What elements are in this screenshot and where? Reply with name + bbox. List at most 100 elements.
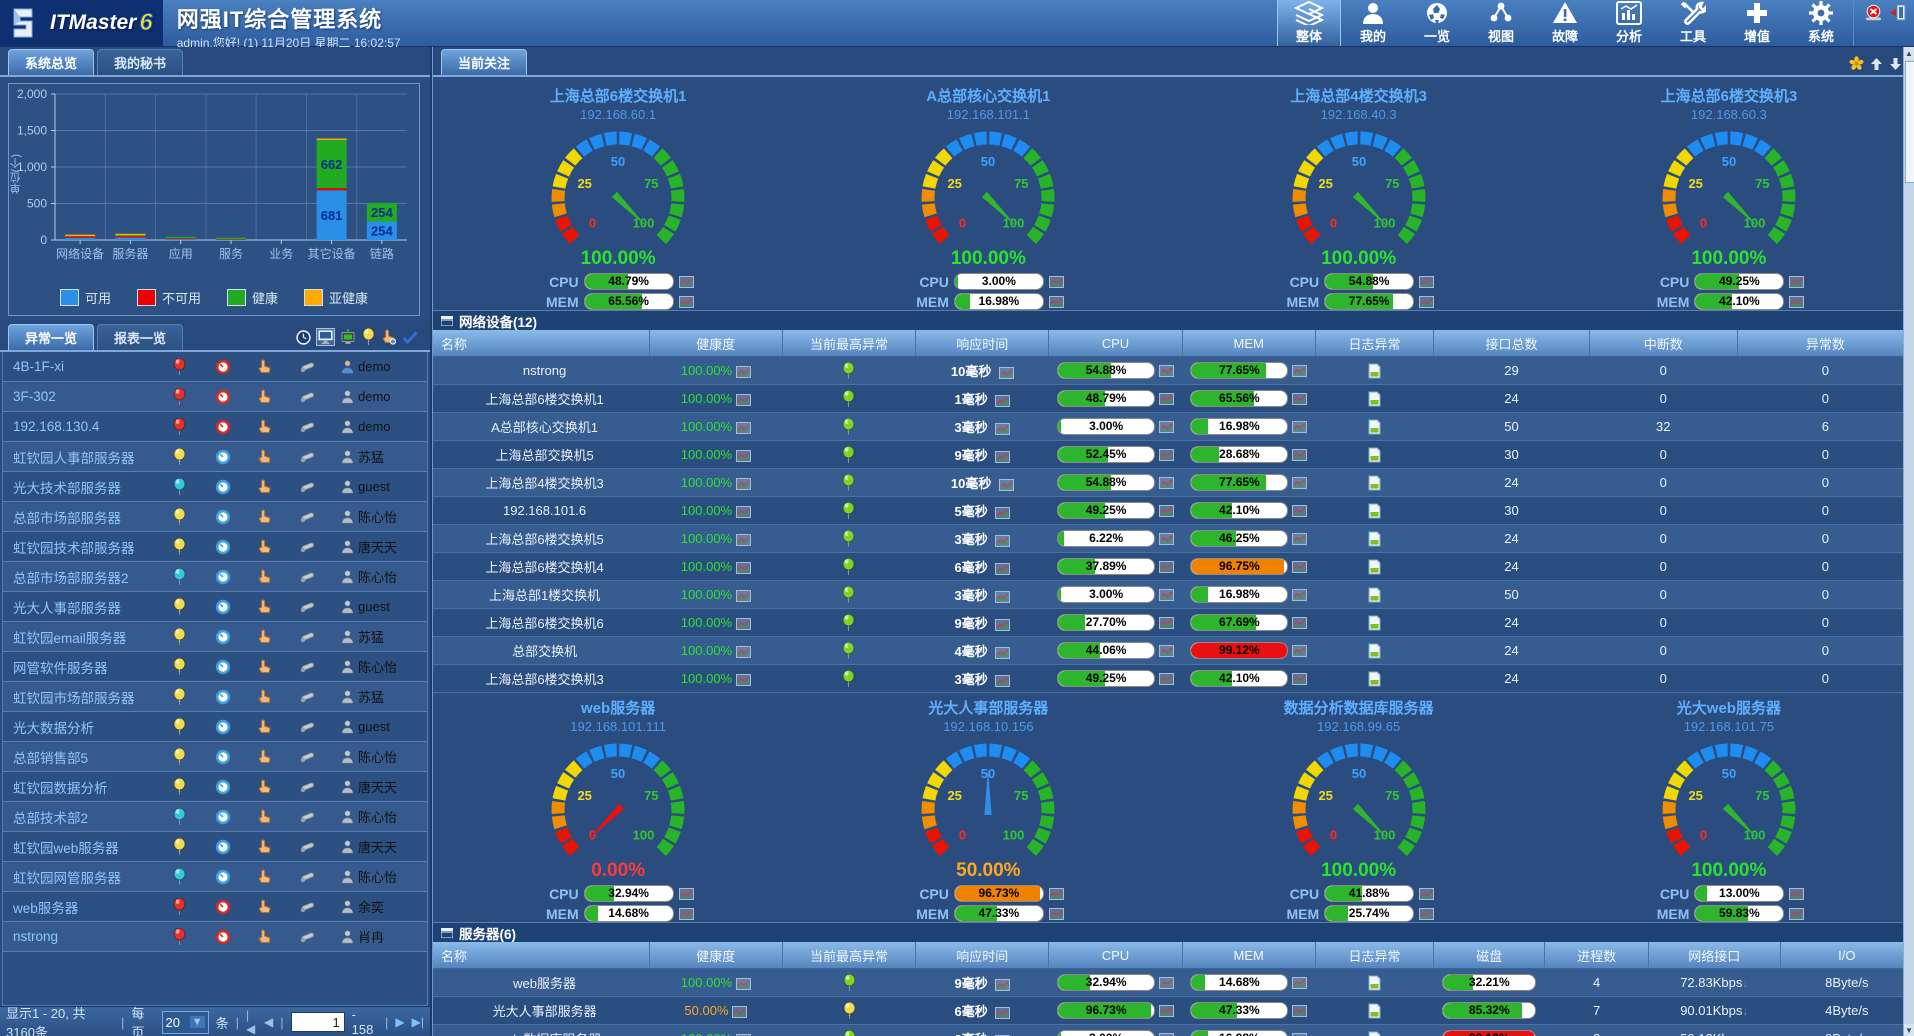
page-input[interactable] <box>290 1012 345 1032</box>
balloon-icon[interactable] <box>173 897 215 916</box>
trend-icon[interactable] <box>1789 907 1805 920</box>
trend-icon[interactable] <box>1292 502 1307 517</box>
balloon-icon[interactable] <box>842 473 855 491</box>
balloon-icon[interactable] <box>173 747 215 766</box>
trend-icon[interactable] <box>735 419 751 434</box>
device-name[interactable]: 虹钦园技术部服务器 <box>13 540 135 556</box>
hand-icon[interactable] <box>257 628 299 645</box>
hand-icon[interactable] <box>257 418 299 435</box>
column-header[interactable]: 进程数 <box>1544 942 1649 969</box>
trend-icon[interactable] <box>1158 1030 1174 1036</box>
device-name[interactable]: 3F-302 <box>13 389 56 404</box>
balloon-icon[interactable] <box>173 657 215 676</box>
wrench-icon[interactable] <box>299 569 341 584</box>
gauge-icon[interactable] <box>215 719 257 735</box>
trend-icon[interactable] <box>735 559 751 574</box>
device-name[interactable]: 总部交换机 <box>433 636 650 665</box>
list-item[interactable]: web服务器 余奕 <box>3 892 427 922</box>
hand-icon[interactable] <box>257 478 299 495</box>
table-row[interactable]: 192.168.101.6 100.00% 5毫秒 49.25% 42.10% 3… <box>433 496 1914 525</box>
list-item[interactable]: 虹钦园人事部服务器 苏猛 <box>3 442 427 472</box>
trend-icon[interactable] <box>735 363 751 378</box>
scroll-up-icon[interactable]: ▲ <box>1904 47 1914 60</box>
trend-icon[interactable] <box>1292 446 1307 461</box>
balloon-icon[interactable] <box>843 1001 856 1019</box>
trend-icon[interactable] <box>1292 1002 1308 1017</box>
device-name[interactable]: 光大人事部服务器 <box>13 600 121 616</box>
balloon-icon[interactable] <box>842 613 855 631</box>
balloon-icon[interactable] <box>842 501 855 519</box>
balloon-icon[interactable] <box>173 717 215 736</box>
gauge-icon[interactable] <box>215 479 257 495</box>
nav-item-一览[interactable]: 一览 <box>1405 0 1469 46</box>
list-item[interactable]: 虹钦园市场部服务器 苏猛 <box>3 682 427 712</box>
balloon-icon[interactable] <box>173 687 215 706</box>
trend-icon[interactable] <box>1292 474 1307 489</box>
trend-icon[interactable] <box>732 1003 748 1018</box>
trend-icon[interactable] <box>1158 586 1174 601</box>
trend-icon[interactable] <box>994 1032 1010 1036</box>
list-item[interactable]: 虹钦园数据分析 唐天天 <box>3 772 427 802</box>
trend-icon[interactable] <box>735 975 751 990</box>
log-doc-icon[interactable] <box>1368 362 1381 379</box>
device-name[interactable]: 虹钦园人事部服务器 <box>13 450 135 466</box>
table-row[interactable]: 光大人事部服务器 50.00% 6毫秒 96.73% 47.33% 85.32% 7… <box>433 996 1914 1025</box>
balloon-icon[interactable] <box>173 837 215 856</box>
list-item[interactable]: nstrong 肖冉 <box>3 922 427 952</box>
hand-icon[interactable] <box>257 868 299 885</box>
column-header[interactable]: CPU <box>1048 330 1183 357</box>
list-tab-异常一览[interactable]: 异常一览 <box>8 324 95 350</box>
column-header[interactable]: MEM <box>1182 330 1316 357</box>
column-header[interactable]: 当前最高异常 <box>782 942 917 969</box>
log-doc-icon[interactable] <box>1368 446 1381 463</box>
balloon-icon[interactable] <box>173 597 215 616</box>
balloon-icon[interactable] <box>842 557 855 575</box>
device-name[interactable]: A总部核心交换机1 <box>433 412 650 441</box>
device-name[interactable]: nstrong <box>13 929 59 944</box>
trend-icon[interactable] <box>1158 642 1174 657</box>
hand-icon[interactable] <box>257 538 299 555</box>
hand-icon[interactable] <box>257 778 299 795</box>
table-row[interactable]: 上海总部交换机5 100.00% 9毫秒 52.45% 28.68% 30 0 0 <box>433 440 1914 469</box>
table-row[interactable]: 上海总部6楼交换机1 100.00% 1毫秒 48.79% 65.56% 24 0 0 <box>433 384 1914 413</box>
trend-icon[interactable] <box>1419 295 1435 308</box>
gauge-icon[interactable] <box>215 539 257 555</box>
balloon-icon[interactable] <box>842 389 855 407</box>
device-name[interactable]: 上海总部4楼交换机3 <box>433 468 650 497</box>
scrollbar-thumb[interactable] <box>1905 61 1914 183</box>
balloon-icon[interactable] <box>173 357 215 376</box>
trend-icon[interactable] <box>1419 275 1435 288</box>
gauge-device-name[interactable]: A总部核心交换机1 <box>926 88 1051 105</box>
gauge-icon[interactable] <box>215 899 257 915</box>
device-name[interactable]: 光大技术部服务器 <box>13 480 121 496</box>
device-name[interactable]: 上海总部6楼交换机5 <box>433 524 650 553</box>
table-row[interactable]: 上海总部6楼交换机4 100.00% 6毫秒 37.89% 96.75% 24 0 0 <box>433 552 1914 581</box>
hand-icon[interactable] <box>257 598 299 615</box>
column-header[interactable]: 响应时间 <box>915 330 1050 357</box>
trend-icon[interactable] <box>994 504 1010 519</box>
list-item[interactable]: 4B-1F-xi demo <box>3 352 427 382</box>
log-doc-icon[interactable] <box>1368 502 1381 519</box>
trend-icon[interactable] <box>735 1031 751 1036</box>
sidebar-tab-系统总览[interactable]: 系统总览 <box>8 49 95 75</box>
device-name[interactable]: 虹钦园email服务器 <box>13 630 127 646</box>
device-name[interactable]: 总部市场部服务器2 <box>13 570 129 586</box>
column-header[interactable]: 名称 <box>433 942 650 969</box>
last-page-button[interactable]: ▶| <box>411 1015 425 1029</box>
column-header[interactable]: 健康度 <box>649 330 783 357</box>
device-name[interactable]: 总部市场部服务器 <box>13 510 121 526</box>
balloon-icon[interactable] <box>173 507 215 526</box>
trend-icon[interactable] <box>1292 362 1307 377</box>
trend-icon[interactable] <box>998 476 1014 491</box>
column-header[interactable]: 日志异常 <box>1315 942 1435 969</box>
trend-icon[interactable] <box>1419 907 1435 920</box>
trend-icon[interactable] <box>1292 642 1307 657</box>
list-item[interactable]: 虹钦园技术部服务器 唐天天 <box>3 532 427 562</box>
device-name[interactable]: 虹钦园数据分析 <box>13 780 108 796</box>
flower-icon[interactable] <box>1849 56 1864 71</box>
column-header[interactable]: 中断数 <box>1589 330 1738 357</box>
trend-icon[interactable] <box>994 616 1010 631</box>
gauge-icon[interactable] <box>215 449 257 465</box>
gauge-icon[interactable] <box>215 389 257 405</box>
log-doc-icon[interactable] <box>1368 558 1381 575</box>
